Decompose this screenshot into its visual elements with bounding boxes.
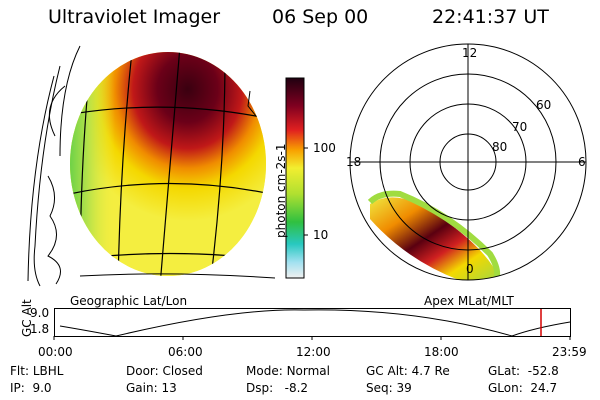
colorbar-label: photon cm-2s-1 xyxy=(274,143,288,239)
mlt-label-6: 6 xyxy=(578,155,586,169)
time-label: 22:41:37 UT xyxy=(432,6,549,28)
glat-field: GLat: -52.8 xyxy=(488,364,559,378)
timeline-xtick-1: 06:00 xyxy=(168,345,203,359)
mode-field: Mode: Normal xyxy=(246,364,330,378)
date-label: 06 Sep 00 xyxy=(272,6,369,28)
instrument-title: Ultraviolet Imager xyxy=(48,6,221,28)
colorbar-tick-100: 100 xyxy=(313,141,336,155)
timeline-xtick-0: 00:00 xyxy=(38,345,73,359)
mlt-label-18: 18 xyxy=(346,155,362,169)
mlt-label-12: 12 xyxy=(462,46,478,60)
lat-label-70: 70 xyxy=(512,120,528,134)
mlt-label-0: 0 xyxy=(466,262,474,276)
geographic-image xyxy=(27,45,276,287)
gain-field: Gain: 13 xyxy=(126,381,177,395)
altitude-timeline xyxy=(53,308,571,340)
timeline-xtick-2: 12:00 xyxy=(296,345,331,359)
timeline-xtick-4: 23:59 xyxy=(552,345,587,359)
polar-plot xyxy=(349,43,587,281)
door-field: Door: Closed xyxy=(126,364,203,378)
timeline-xtick-3: 18:00 xyxy=(424,345,459,359)
right-panel-label: Apex MLat/MLT xyxy=(424,294,514,308)
timeline-ytick-1: 1.8 xyxy=(30,322,50,336)
dsp-field: Dsp: -8.2 xyxy=(246,381,309,395)
colorbar xyxy=(285,77,308,279)
left-panel-label: Geographic Lat/Lon xyxy=(70,294,188,308)
colorbar-tick-10: 10 xyxy=(313,228,329,242)
gcalt-field: GC Alt: 4.7 Re xyxy=(366,364,450,378)
flt-field: Flt: LBHL xyxy=(10,364,64,378)
glon-field: GLon: 24.7 xyxy=(488,381,558,395)
seq-field: Seq: 39 xyxy=(366,381,412,395)
lat-label-80: 80 xyxy=(492,140,508,154)
timeline-ytick-9: 9.0 xyxy=(30,306,50,320)
lat-label-60: 60 xyxy=(536,98,552,112)
ip-field: IP: 9.0 xyxy=(10,381,52,395)
